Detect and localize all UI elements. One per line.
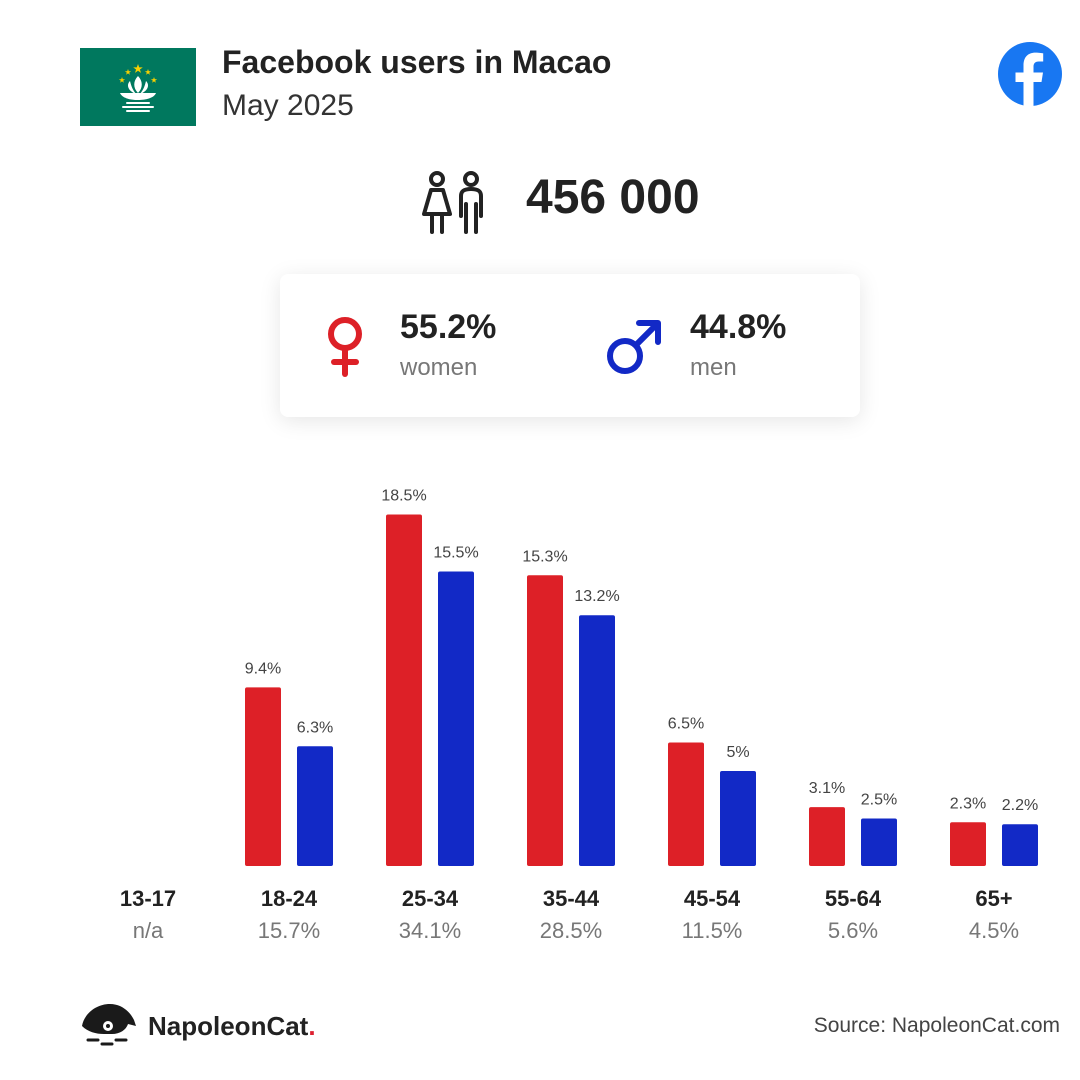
bar-value-label: 13.2%: [574, 588, 619, 605]
page-title: Facebook users in Macao: [222, 44, 612, 80]
men-label: men: [690, 354, 737, 381]
age-group-label: 13-17: [120, 886, 176, 911]
bar-men-65+: [1002, 824, 1038, 866]
bar-men-35-44: [579, 615, 615, 866]
age-group-share: 11.5%: [682, 918, 743, 943]
bar-women-18-24: [245, 687, 281, 866]
bar-value-label: 2.2%: [1002, 797, 1038, 814]
gender-summary-card: 55.2% women 44.8% men: [280, 274, 860, 417]
source-text: Source: NapoleonCat.com: [813, 1014, 1060, 1037]
women-percent: 55.2%: [400, 308, 497, 346]
age-group-share: 5.6%: [828, 918, 878, 943]
age-group-label: 18-24: [261, 886, 318, 911]
male-symbol-icon: [607, 320, 661, 374]
brand-name: NapoleonCat.: [148, 1011, 316, 1041]
bar-women-45-54: [668, 742, 704, 866]
bar-men-55-64: [861, 818, 897, 866]
age-group-share: 28.5%: [540, 918, 602, 943]
total-users: 456 000: [526, 171, 700, 224]
bar-men-45-54: [720, 771, 756, 866]
bar-women-65+: [950, 822, 986, 866]
women-label: women: [400, 354, 478, 381]
macao-flag-icon: [80, 48, 196, 126]
age-group-share: 15.7%: [258, 918, 320, 943]
age-group-label: 35-44: [543, 886, 600, 911]
page-subtitle: May 2025: [222, 89, 354, 122]
bar-men-18-24: [297, 746, 333, 866]
bar-value-label: 15.3%: [522, 548, 567, 565]
bar-women-55-64: [809, 807, 845, 866]
facebook-logo-icon: [998, 42, 1062, 106]
men-percent: 44.8%: [690, 308, 787, 346]
age-group-share: 34.1%: [399, 918, 461, 943]
bar-value-label: 6.5%: [668, 716, 704, 733]
bar-value-label: 3.1%: [809, 780, 845, 797]
age-group-label: 55-64: [825, 886, 882, 911]
bar-value-label: 18.5%: [381, 488, 426, 505]
napoleoncat-logo-icon: [82, 1004, 136, 1046]
age-group-label: 65+: [975, 886, 1012, 911]
female-symbol-icon: [328, 317, 362, 377]
bar-women-35-44: [527, 575, 563, 866]
bar-value-label: 2.5%: [861, 792, 897, 809]
bar-value-label: 2.3%: [950, 795, 986, 812]
bar-value-label: 5%: [726, 744, 749, 761]
age-group-share: 4.5%: [969, 918, 1019, 943]
bar-men-25-34: [438, 571, 474, 866]
bar-women-25-34: [386, 514, 422, 866]
age-group-label: 25-34: [402, 886, 459, 911]
age-group-label: 45-54: [684, 886, 741, 911]
users-icon: [422, 171, 483, 234]
age-group-share: n/a: [133, 918, 164, 943]
bar-value-label: 6.3%: [297, 719, 333, 736]
bar-value-label: 15.5%: [433, 545, 478, 562]
bar-value-label: 9.4%: [245, 660, 281, 677]
